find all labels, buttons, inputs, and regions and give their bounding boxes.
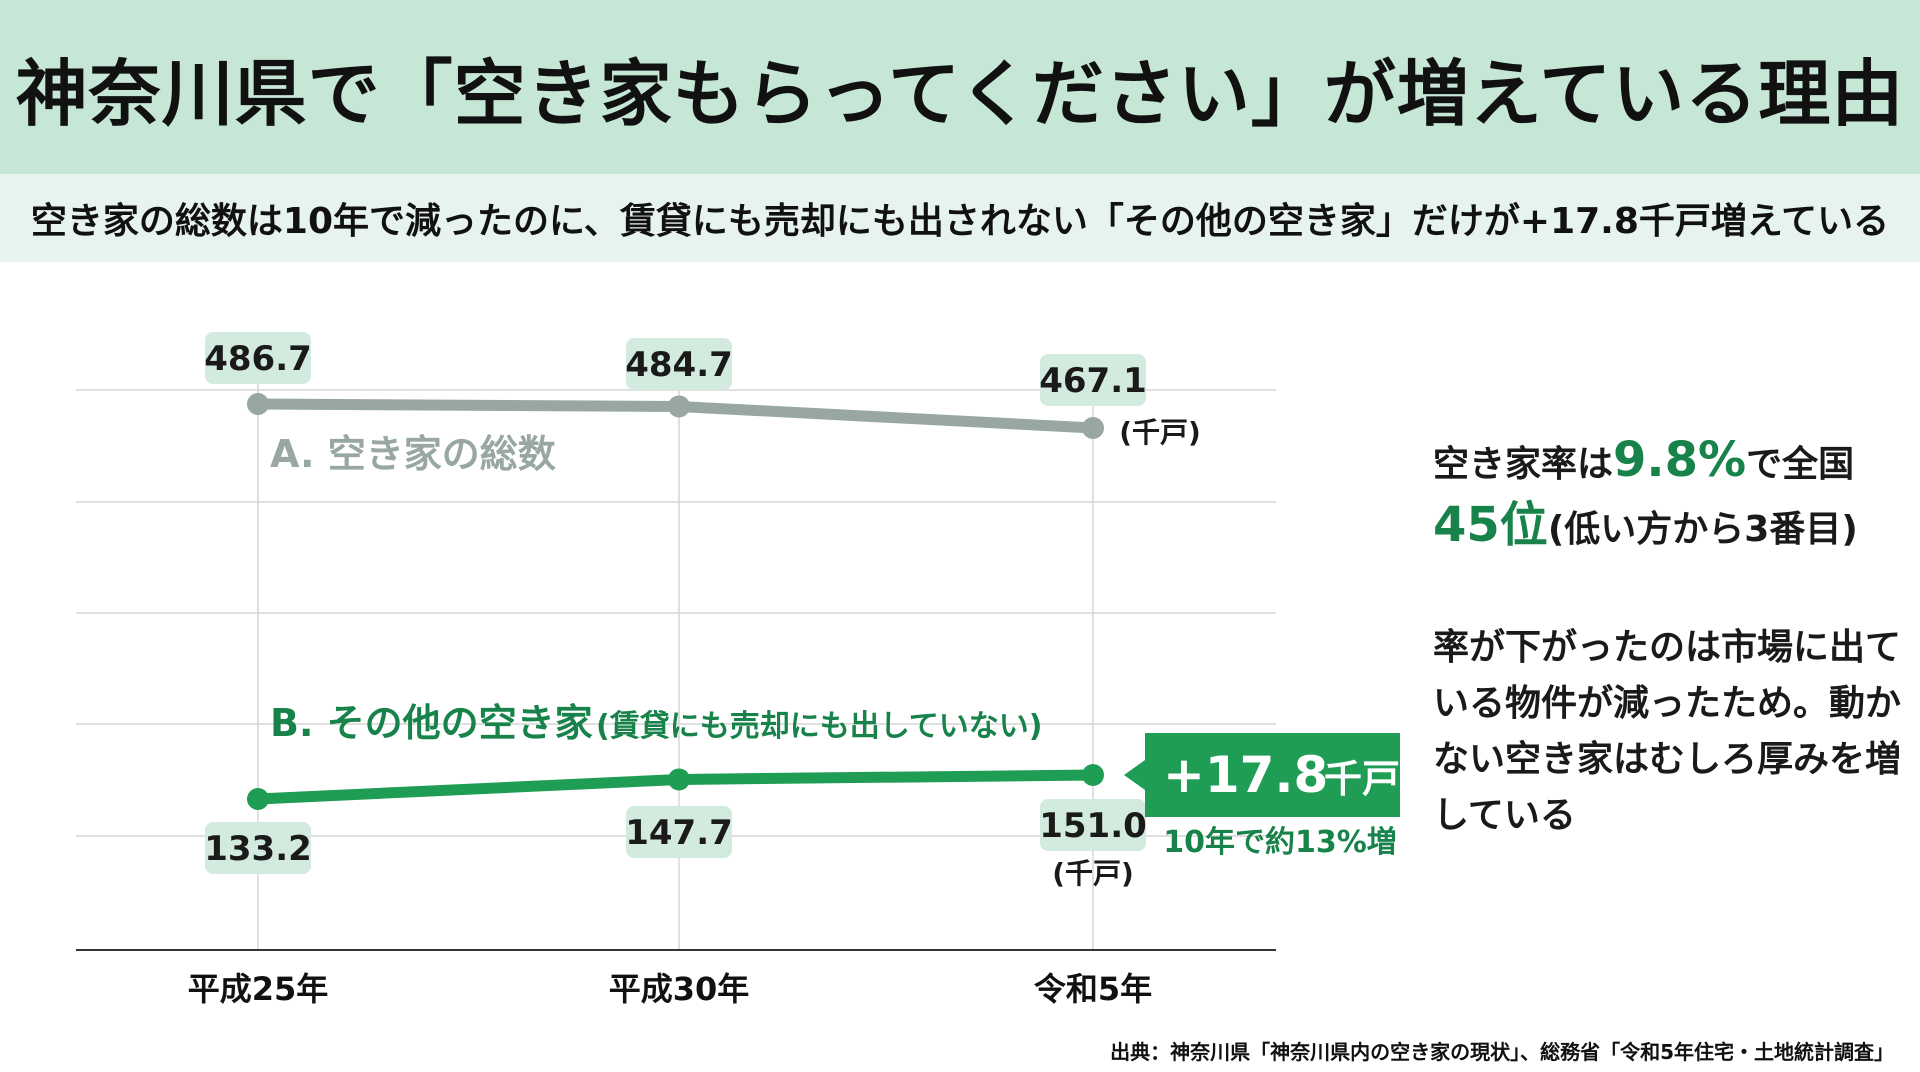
series-b-name-label: B. その他の空き家 <box>270 701 593 745</box>
series-a-value-label: 484.7 <box>625 345 733 385</box>
series-b-value-label: 147.7 <box>625 813 733 853</box>
rate-prefix: 空き家率は <box>1433 444 1614 485</box>
series-b-value-label-bg <box>1040 799 1146 851</box>
series-b-point <box>1082 764 1104 786</box>
series-a-name-label: A. 空き家の総数 <box>270 432 556 476</box>
title-band: 神奈川県で「空き家もらってください」が増えている理由 <box>0 0 1920 174</box>
series-a-point <box>1082 417 1104 439</box>
x-tick-label: 令和5年 <box>1034 970 1152 1008</box>
callout-value: +17.8 <box>1163 746 1328 804</box>
series-a-value-label-bg <box>205 332 311 384</box>
callout-box <box>1124 733 1400 817</box>
callout-unit: 千戸 <box>1324 757 1400 801</box>
source-note: 出典：神奈川県「神奈川県内の空き家の現状」、総務省「令和5年住宅・土地統計調査」 <box>1110 1040 1894 1064</box>
series-b-point <box>247 788 269 810</box>
rank-value: 45位 <box>1433 497 1548 553</box>
rate-suffix: で全国 <box>1746 444 1855 485</box>
series-a-value-label: 486.7 <box>204 339 312 379</box>
series-b-value-label: 133.2 <box>204 829 312 869</box>
series-a-value-label-bg <box>626 338 732 390</box>
side-panel: 空き家率は9.8%で全国 45位(低い方から3番目) 率が下がったのは市場に出て… <box>1433 430 1903 844</box>
callout-note: 10年で約13%増 <box>1163 825 1397 860</box>
series-b-unit-label: (千戸) <box>1052 857 1134 890</box>
line-chart: 平成25年 平成30年 令和5年 486.7 484.7 467.1 (千戸) A. 空き家の… <box>76 332 1400 1008</box>
series-b-value-label-bg <box>205 822 311 874</box>
x-tick-label: 平成30年 <box>609 970 750 1008</box>
rank-suffix: (低い方から3番目) <box>1547 509 1858 550</box>
vacancy-rate-line: 空き家率は9.8%で全国 <box>1433 430 1903 495</box>
x-tick-label: 平成25年 <box>188 970 329 1008</box>
page-title: 神奈川県で「空き家もらってください」が増えている理由 <box>15 51 1905 136</box>
series-b-name-note: (賃貸にも売却にも出していない) <box>596 709 1043 744</box>
side-note: 率が下がったのは市場に出ている物件が減ったため。動かない空き家はむしろ厚みを増し… <box>1433 627 1902 836</box>
series-a-value-label-bg <box>1040 354 1146 406</box>
series-a-point <box>668 395 690 418</box>
subtitle-band: 空き家の総数は10年で減ったのに、賃貸にも売却にも出されない「その他の空き家」だ… <box>0 174 1920 262</box>
series-b-value-label-bg <box>626 806 732 858</box>
series-a-value-label: 467.1 <box>1039 361 1147 401</box>
page-subtitle: 空き家の総数は10年で減ったのに、賃貸にも売却にも出されない「その他の空き家」だ… <box>30 201 1890 242</box>
series-b-point <box>668 768 690 791</box>
rank-line: 45位(低い方から3番目) <box>1433 495 1903 560</box>
series-b-value-label: 151.0 <box>1039 806 1147 846</box>
series-a-unit-label: (千戸) <box>1119 416 1201 449</box>
rate-value: 9.8% <box>1613 432 1747 488</box>
series-a-point <box>247 393 269 415</box>
